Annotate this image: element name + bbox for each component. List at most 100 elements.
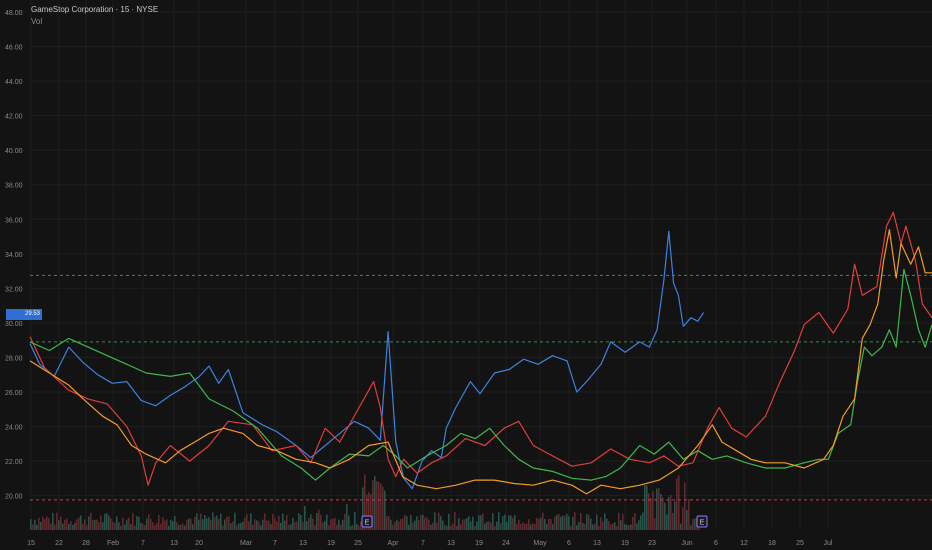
volume-bar — [690, 525, 692, 530]
volume-bar — [560, 516, 562, 530]
earnings-marker-label: E — [700, 520, 705, 527]
volume-bar — [288, 524, 290, 530]
volume-bar — [478, 515, 480, 530]
volume-bar — [390, 519, 392, 530]
volume-bar — [126, 519, 128, 530]
volume-bar — [326, 514, 328, 530]
series-line-3 — [29, 268, 932, 481]
volume-bar — [212, 512, 214, 530]
volume-bar — [510, 515, 512, 530]
volume-bar — [236, 525, 238, 530]
volume-bar — [306, 521, 308, 530]
y-tick-label: 20.00 — [5, 494, 23, 501]
volume-bar — [480, 515, 482, 530]
volume-bar — [562, 515, 564, 530]
volume-bar — [40, 522, 42, 530]
volume-bar — [388, 515, 390, 530]
chart-title: GameStop Corporation · 15 · NYSE — [31, 5, 159, 14]
y-tick-label: 28.00 — [5, 355, 23, 362]
volume-bar — [500, 523, 502, 530]
x-tick-label: 18 — [768, 540, 776, 547]
volume-bar — [672, 512, 674, 530]
y-tick-label: 32.00 — [5, 286, 23, 293]
volume-bar — [300, 514, 302, 530]
volume-bar — [534, 523, 536, 530]
volume-bar — [58, 520, 60, 530]
x-tick-label: 6 — [714, 540, 718, 547]
volume-bar — [254, 519, 256, 530]
volume-bar — [432, 522, 434, 530]
volume-bar — [564, 515, 566, 530]
volume-bar — [668, 496, 670, 530]
volume-bar — [440, 515, 442, 530]
y-tick-label: 42.00 — [5, 114, 23, 121]
volume-bar — [652, 491, 654, 530]
volume-bar — [584, 524, 586, 530]
volume-bar — [634, 513, 636, 530]
x-tick-label: 25 — [354, 540, 362, 547]
volume-bar — [270, 524, 272, 530]
volume-bar — [676, 478, 678, 530]
volume-bar — [662, 497, 664, 530]
volume-bar — [456, 525, 458, 530]
volume-bar — [678, 475, 680, 530]
volume-bar — [530, 524, 532, 530]
volume-bar — [658, 488, 660, 530]
volume-bar — [340, 524, 342, 530]
earnings-marker[interactable]: E — [696, 515, 708, 528]
volume-bar — [250, 513, 252, 530]
volume-bar — [650, 497, 652, 530]
y-tick-label: 24.00 — [5, 425, 23, 432]
volume-bar — [542, 512, 544, 530]
volume-bar — [610, 524, 612, 530]
y-tick-label: 38.00 — [5, 183, 23, 190]
volume-bar — [438, 512, 440, 530]
volume-bar — [322, 522, 324, 530]
volume-bar — [142, 523, 144, 530]
volume-bar — [186, 519, 188, 530]
volume-bar — [320, 514, 322, 530]
volume-bar — [136, 516, 138, 530]
volume-bar — [592, 524, 594, 530]
volume-bar — [188, 518, 190, 530]
volume-bar — [238, 523, 240, 530]
x-tick-label: 7 — [141, 540, 145, 547]
volume-bar — [518, 519, 520, 530]
volume-bar — [60, 516, 62, 530]
volume-bar — [576, 525, 578, 530]
volume-bar — [414, 520, 416, 530]
y-tick-label: 30.00 — [5, 321, 23, 328]
volume-bar — [680, 523, 682, 530]
volume-bar — [108, 515, 110, 530]
volume-bar — [134, 525, 136, 530]
volume-bar — [644, 484, 646, 530]
volume-bar — [370, 494, 372, 530]
y-tick-label: 26.00 — [5, 390, 23, 397]
volume-bar — [468, 516, 470, 530]
volume-bar — [66, 518, 68, 530]
volume-bar — [208, 517, 210, 530]
earnings-marker[interactable]: E — [361, 515, 373, 528]
volume-bar — [178, 524, 180, 530]
volume-bar — [226, 516, 228, 530]
volume-bar — [280, 522, 282, 530]
volume-bar — [44, 519, 46, 530]
volume-bar — [170, 519, 172, 530]
volume-bar — [396, 519, 398, 530]
volume-bar — [464, 519, 466, 530]
volume-bar — [204, 514, 206, 530]
volume-bar — [276, 521, 278, 530]
volume-bar — [446, 525, 448, 530]
volume-bar — [182, 523, 184, 530]
volume-bar — [350, 525, 352, 530]
volume-bar — [310, 514, 312, 530]
volume-bar — [430, 524, 432, 530]
volume-bar — [412, 522, 414, 530]
volume-bar — [110, 518, 112, 530]
volume-bar — [506, 521, 508, 530]
volume-bar — [620, 520, 622, 530]
volume-bar — [190, 518, 192, 530]
volume-bar — [156, 522, 158, 530]
